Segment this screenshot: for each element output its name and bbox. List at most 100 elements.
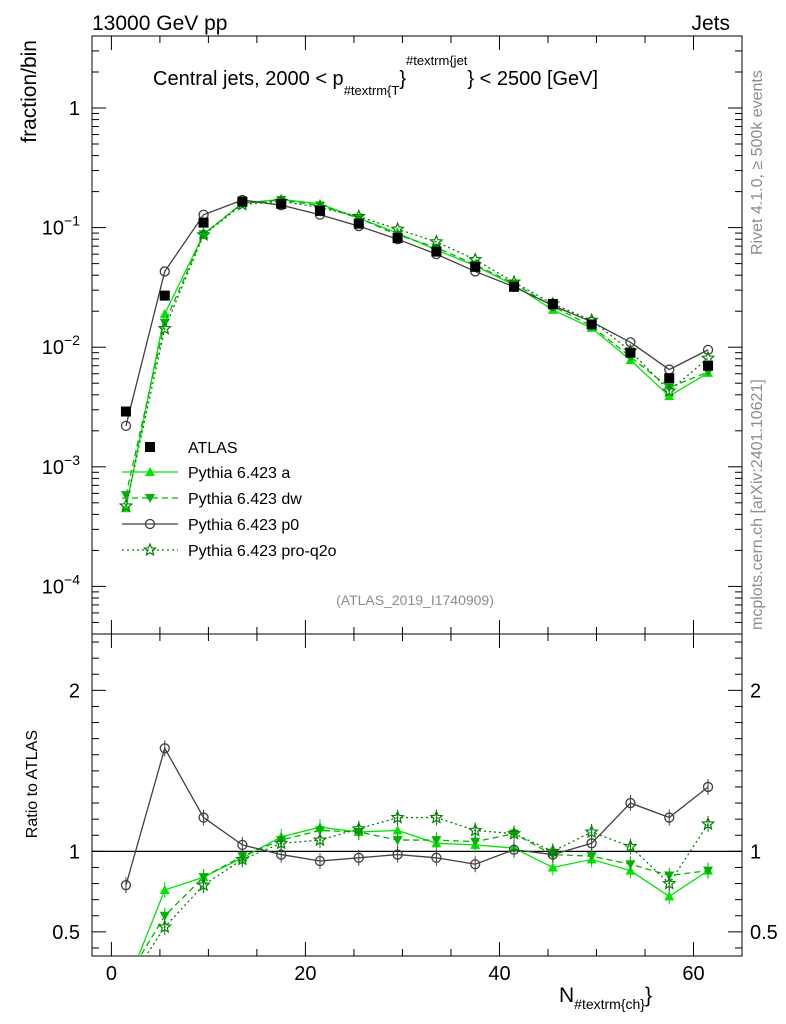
- main-series: [118, 193, 716, 513]
- data-point: [509, 281, 520, 292]
- data-point: [468, 822, 483, 837]
- main-ytick-labels: 1 10−1 10−2 10−3 10−4: [42, 98, 80, 598]
- ratio-ytick-label-left: 0.5: [52, 922, 80, 944]
- data-point: [390, 221, 405, 236]
- data-point: [144, 518, 156, 530]
- data-point: [508, 844, 520, 855]
- legend-label: ATLAS: [188, 440, 238, 457]
- data-point: [273, 835, 289, 850]
- data-point: [353, 218, 364, 229]
- data-point: [700, 816, 716, 831]
- data-point: [390, 809, 405, 824]
- data-point: [392, 849, 403, 860]
- xtick-label: 20: [294, 963, 316, 985]
- data-point: [145, 442, 155, 452]
- data-point: [545, 843, 561, 858]
- series-line: [125, 199, 709, 496]
- data-point: [431, 246, 442, 257]
- data-point: [429, 809, 444, 824]
- data-point: [506, 826, 522, 840]
- main-axis-ticks: [92, 35, 742, 635]
- header-right: Jets: [691, 12, 730, 35]
- main-ytick-label: 1: [69, 98, 80, 120]
- xtick-label: 0: [106, 963, 117, 985]
- ratio-ytick-label-left: 1: [69, 841, 80, 863]
- data-point: [157, 919, 172, 934]
- ratio-ylabel: Ratio to ATLAS: [24, 730, 41, 838]
- main-ytick-label: 10−3: [42, 452, 80, 479]
- ratio-series-line: [125, 746, 709, 886]
- side-label-top: Rivet 4.1.0, ≥ 500k events: [749, 70, 766, 255]
- series-line: [125, 200, 709, 507]
- data-point: [159, 308, 170, 318]
- data-point: [120, 491, 131, 501]
- side-label-bottom: mcplots.cern.ch [arXiv:2401.10621]: [749, 379, 766, 630]
- data-point: [625, 347, 636, 358]
- data-point: [586, 319, 597, 330]
- data-point: [351, 821, 366, 835]
- legend: ATLAS Pythia 6.423 a Pythia 6.423 dw Pythia…: [122, 440, 337, 560]
- ratio-ytick-label-left: 2: [69, 680, 80, 702]
- main-ytick-label: 10−1: [42, 213, 80, 240]
- data-point: [145, 467, 155, 476]
- data-point: [142, 542, 158, 557]
- xlabel-main: N: [559, 984, 574, 1007]
- legend-label: Pythia 6.423 dw: [188, 491, 302, 508]
- data-point: [159, 743, 170, 754]
- xlabel: N#textrm{ch}}: [559, 984, 652, 1012]
- data-point: [121, 976, 131, 985]
- data-point: [703, 360, 714, 371]
- ratio-axis-ticks: [92, 634, 742, 956]
- data-point: [547, 862, 558, 872]
- series-line: [125, 198, 709, 509]
- ratio-panel-frame: [91, 633, 743, 957]
- data-point: [584, 824, 599, 839]
- data-point: [431, 836, 442, 846]
- data-point: [120, 880, 132, 891]
- data-point: [159, 266, 170, 277]
- xlabel-sub: #textrm{ch}: [574, 996, 645, 1012]
- main-ytick-label: 10−4: [42, 571, 80, 598]
- data-point: [662, 875, 677, 890]
- legend-label: Pythia 6.423 a: [188, 465, 290, 482]
- header-left: 13000 GeV pp: [92, 12, 227, 35]
- ratio-ytick-label-right: 0.5: [750, 922, 778, 944]
- xtick-label: 60: [682, 963, 704, 985]
- ratio-series-line: [145, 816, 709, 956]
- main-ylabel: fraction/bin: [18, 40, 41, 143]
- data-point: [118, 498, 134, 513]
- data-point: [237, 839, 248, 851]
- data-point: [547, 298, 558, 309]
- data-point: [235, 851, 250, 866]
- data-point: [586, 852, 597, 862]
- data-point: [625, 337, 636, 348]
- data-point: [157, 321, 172, 335]
- main-title-sup: #textrm{jet: [406, 53, 468, 68]
- data-point: [703, 866, 714, 876]
- main-ytick-label: 10−2: [42, 332, 80, 359]
- data-point: [314, 205, 325, 216]
- series-line: [125, 199, 709, 427]
- data-point: [196, 227, 211, 241]
- data-point: [664, 373, 675, 384]
- ratio-ytick-labels: 0.5 0.5 1 1 2 2: [52, 680, 778, 944]
- ratio-ytick-label-right: 2: [750, 680, 761, 702]
- data-point: [664, 891, 675, 901]
- data-point: [353, 852, 364, 863]
- data-point: [392, 232, 403, 243]
- data-point: [625, 797, 636, 809]
- data-point: [312, 832, 328, 847]
- data-point: [702, 344, 714, 356]
- data-point: [120, 981, 131, 992]
- data-point: [664, 383, 675, 393]
- data-point: [145, 494, 155, 503]
- main-title-text: Central jets, 2000 < p: [153, 68, 344, 90]
- data-point: [121, 982, 131, 991]
- data-point: [159, 884, 170, 894]
- xtick-labels: 0 20 40 60: [106, 963, 705, 985]
- data-point: [276, 198, 287, 209]
- data-point: [431, 852, 442, 863]
- main-title-tail: } < 2500 [GeV]: [467, 68, 598, 90]
- data-point: [429, 234, 444, 248]
